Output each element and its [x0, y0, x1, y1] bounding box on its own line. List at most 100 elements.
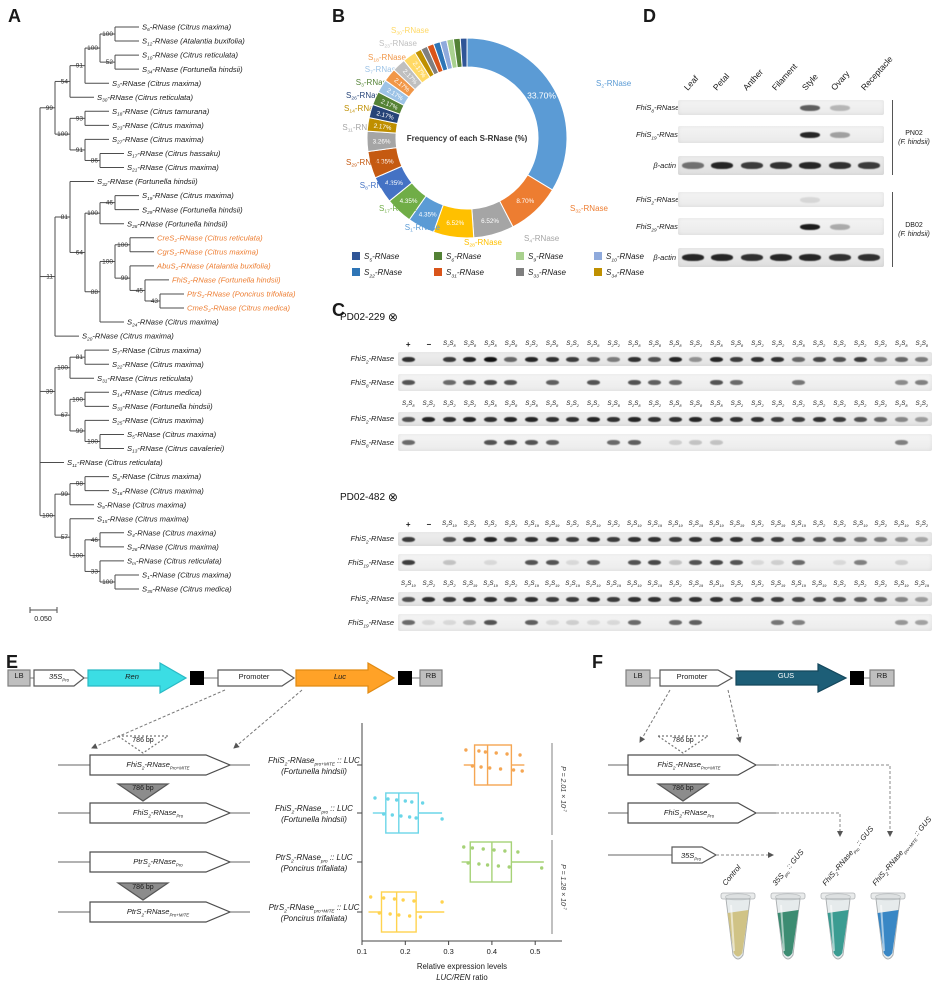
- lane-label: S2S8: [525, 400, 538, 409]
- pointer-dashed: [639, 689, 671, 743]
- panel-b-frequency-donut: 33.70% S2-RNase 8.70% S32-RNase 6.52% S4-RNas…: [318, 0, 644, 296]
- bootstrap-value: 52: [106, 59, 114, 66]
- donut-percent-label: 2.17%: [376, 110, 395, 122]
- gel-band: [833, 560, 847, 565]
- tissue-header-petal: Petal: [711, 71, 732, 93]
- lane-label: S2S8: [710, 400, 723, 409]
- gel-band: [442, 560, 456, 565]
- gel-band: [689, 620, 703, 625]
- panel-e-luc-assay: 0.1 0.2 0.3 0.4 0.5 P = 2.01 × 10-7 P = 1.28 ×…: [0, 650, 640, 998]
- gel-band: [740, 162, 763, 169]
- tree-tip-label: S13-RNase (Citrus cavaleriei): [127, 444, 225, 454]
- x-axis-label: Relative expression levels: [417, 962, 507, 971]
- gel-band: [730, 596, 744, 602]
- gel-band: [874, 416, 888, 422]
- mite-triangle-solid: [116, 783, 170, 802]
- gel-band: [504, 596, 518, 602]
- luc-arrow: [295, 661, 396, 695]
- lane-label: S2S19: [893, 580, 909, 589]
- gel-band: [800, 223, 821, 230]
- construct-arrow-label: PtrS2-RNasePro+MITE: [126, 907, 190, 918]
- gel-row-label: β-actin: [653, 160, 676, 170]
- p35s-arrow: [33, 669, 85, 687]
- lane-label: S2S19: [400, 580, 416, 589]
- gel-band: [627, 536, 641, 542]
- lane-label: S2S8: [463, 340, 477, 349]
- construct-arrow: [627, 754, 758, 776]
- lane-label: S2S2: [792, 400, 805, 409]
- tree-tip-label: S10-RNase (Citrus reticulata): [142, 51, 238, 61]
- sample-tube: [870, 892, 906, 960]
- lane-label: S2S2: [853, 400, 867, 409]
- gel-band: [463, 620, 477, 625]
- bootstrap-value: 100: [87, 45, 98, 52]
- construct-arrow-label: FhiS2-RNasePro: [132, 808, 184, 819]
- gel-band: [668, 380, 682, 385]
- phylo-tree-svg: S6-RNase (Citrus maxima) S12-RNase (Atala…: [29, 23, 296, 623]
- gel-band: [709, 380, 723, 385]
- gel-band: [829, 223, 850, 230]
- lane-label: S2S19: [688, 580, 704, 589]
- lane-label: S2S2: [422, 400, 436, 409]
- gel-band: [504, 356, 518, 362]
- lane-label: S2S8: [894, 400, 908, 409]
- tube-highlight: [780, 904, 785, 952]
- donut-percent-label: 8.70%: [516, 198, 534, 205]
- legend-swatch: [352, 268, 360, 276]
- gel-band: [422, 416, 436, 422]
- gel-row-label: FhiS19-RNase: [347, 557, 394, 568]
- data-point: [440, 817, 444, 821]
- data-point: [518, 753, 522, 757]
- bootstrap-value: 100: [87, 210, 98, 217]
- gel-strip: [398, 412, 932, 426]
- gel-band: [566, 416, 580, 422]
- gel-band: [504, 380, 518, 385]
- gel-band: [874, 356, 888, 362]
- gel-band: [648, 416, 662, 422]
- data-point: [464, 748, 468, 752]
- gel-band: [401, 416, 415, 422]
- lane-label: S2S19: [770, 580, 786, 589]
- tree-tip-label: S25-RNase (Citrus maxima): [112, 416, 204, 426]
- gel-band: [483, 620, 497, 625]
- data-point: [539, 866, 544, 870]
- donut-slice-label: S32-RNase: [570, 204, 609, 215]
- cross-header: PD02-482 ⊗: [340, 490, 398, 504]
- lb-label: LB: [633, 671, 643, 680]
- pointer-dashed: [727, 689, 742, 743]
- donut-slice-label: S28-RNase: [464, 238, 503, 249]
- lane-label: S2S2: [771, 340, 785, 349]
- lane-label: S2S2: [751, 520, 764, 529]
- gel-band: [627, 380, 641, 385]
- data-point: [392, 897, 397, 901]
- lane-label: S2S19: [688, 520, 704, 529]
- gel-band: [483, 380, 497, 385]
- mite-triangle-dashed: [656, 735, 710, 754]
- lane-label: S2S8: [586, 340, 600, 349]
- gel-band: [648, 356, 662, 362]
- tree-tip-label: S20-RNase (Citrus maxima): [82, 332, 174, 342]
- sample-tube: [720, 892, 756, 960]
- bootstrap-value: 86: [91, 157, 99, 164]
- gel-band: [401, 596, 415, 602]
- construct-arrow-label: FhiS2-RNasePro: [663, 808, 715, 819]
- gel-band: [689, 560, 703, 565]
- lane-label: S2S8: [504, 340, 518, 349]
- promoter-arrow: [659, 669, 734, 687]
- x-tick-label: 0.5: [530, 947, 540, 956]
- tree-tip-label: PtrS2-RNase (Poncirus trifoliata): [187, 290, 296, 300]
- gel-band: [915, 380, 929, 385]
- gel-band: [566, 596, 580, 602]
- p-value-label: P = 2.01 × 10-7: [559, 766, 568, 812]
- gel-band: [750, 536, 764, 542]
- data-point: [386, 797, 390, 801]
- gel-band: [689, 596, 703, 602]
- construct-name-label: FhiS2-RNasepro+MITE :: LUC (Fortunella hi…: [268, 756, 360, 776]
- lane-label: S2S19: [441, 520, 457, 529]
- gel-band: [833, 596, 847, 602]
- tree-tip-label: S27-RNase (Citrus maxima): [112, 135, 204, 145]
- rb-label: RB: [425, 671, 437, 680]
- gel-band: [709, 356, 723, 362]
- tree-tip-label: S7-RNase (Citrus maxima): [112, 346, 202, 356]
